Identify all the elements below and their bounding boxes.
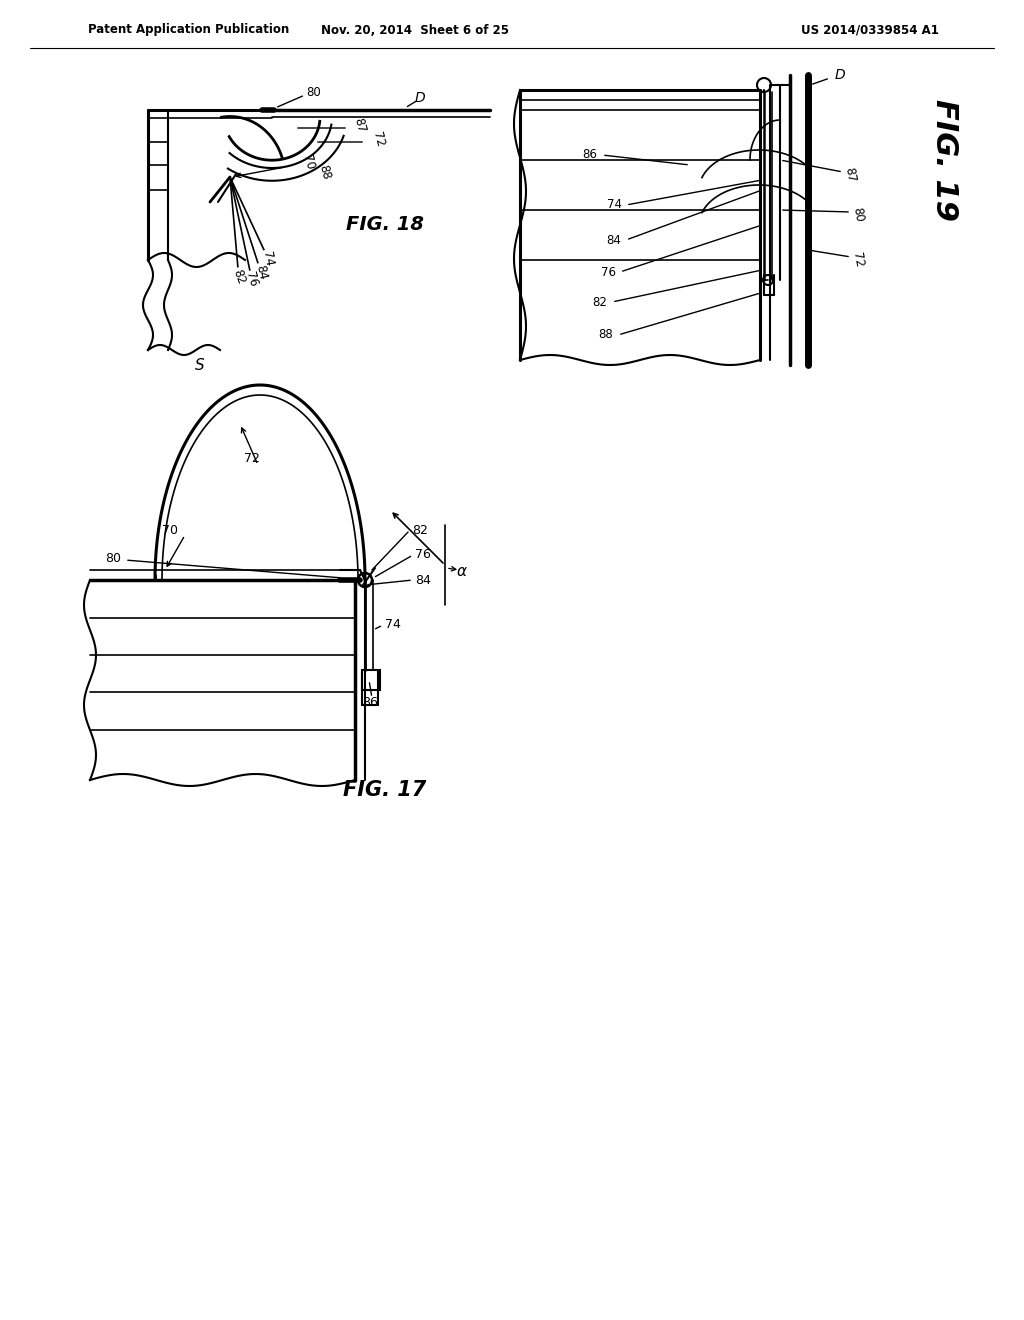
Text: S: S — [196, 358, 205, 372]
Text: 84: 84 — [415, 573, 431, 586]
Text: 84: 84 — [606, 234, 622, 247]
Text: 82: 82 — [412, 524, 428, 536]
Text: 80: 80 — [306, 86, 322, 99]
Text: 70: 70 — [300, 153, 316, 170]
Text: 84: 84 — [253, 264, 269, 281]
Text: 74: 74 — [385, 619, 400, 631]
Text: 76: 76 — [244, 271, 260, 289]
Text: 74: 74 — [606, 198, 622, 211]
Text: 72: 72 — [370, 131, 386, 148]
Text: 82: 82 — [593, 296, 607, 309]
Text: 86: 86 — [583, 149, 597, 161]
Text: 76: 76 — [600, 265, 615, 279]
Text: 72: 72 — [244, 451, 260, 465]
Text: Patent Application Publication: Patent Application Publication — [88, 24, 289, 37]
Text: 88: 88 — [599, 329, 613, 342]
Text: US 2014/0339854 A1: US 2014/0339854 A1 — [801, 24, 939, 37]
Text: 70: 70 — [162, 524, 178, 536]
Text: D: D — [415, 91, 425, 106]
Bar — [362, 671, 380, 690]
Text: 87: 87 — [352, 116, 369, 133]
Text: 74: 74 — [260, 249, 275, 267]
Text: Nov. 20, 2014  Sheet 6 of 25: Nov. 20, 2014 Sheet 6 of 25 — [321, 24, 509, 37]
Text: 88: 88 — [316, 164, 333, 181]
Text: 76: 76 — [415, 549, 431, 561]
Text: 86: 86 — [362, 696, 378, 709]
Text: FIG. 17: FIG. 17 — [343, 780, 427, 800]
Text: 82: 82 — [230, 268, 247, 285]
Text: FIG. 18: FIG. 18 — [346, 215, 424, 235]
Text: 80: 80 — [850, 207, 865, 223]
Text: 72: 72 — [850, 252, 865, 268]
Text: FIG. 19: FIG. 19 — [931, 99, 959, 220]
Text: 80: 80 — [105, 552, 121, 565]
Text: α: α — [457, 565, 467, 579]
Text: D: D — [835, 69, 846, 82]
Text: 87: 87 — [843, 166, 858, 183]
